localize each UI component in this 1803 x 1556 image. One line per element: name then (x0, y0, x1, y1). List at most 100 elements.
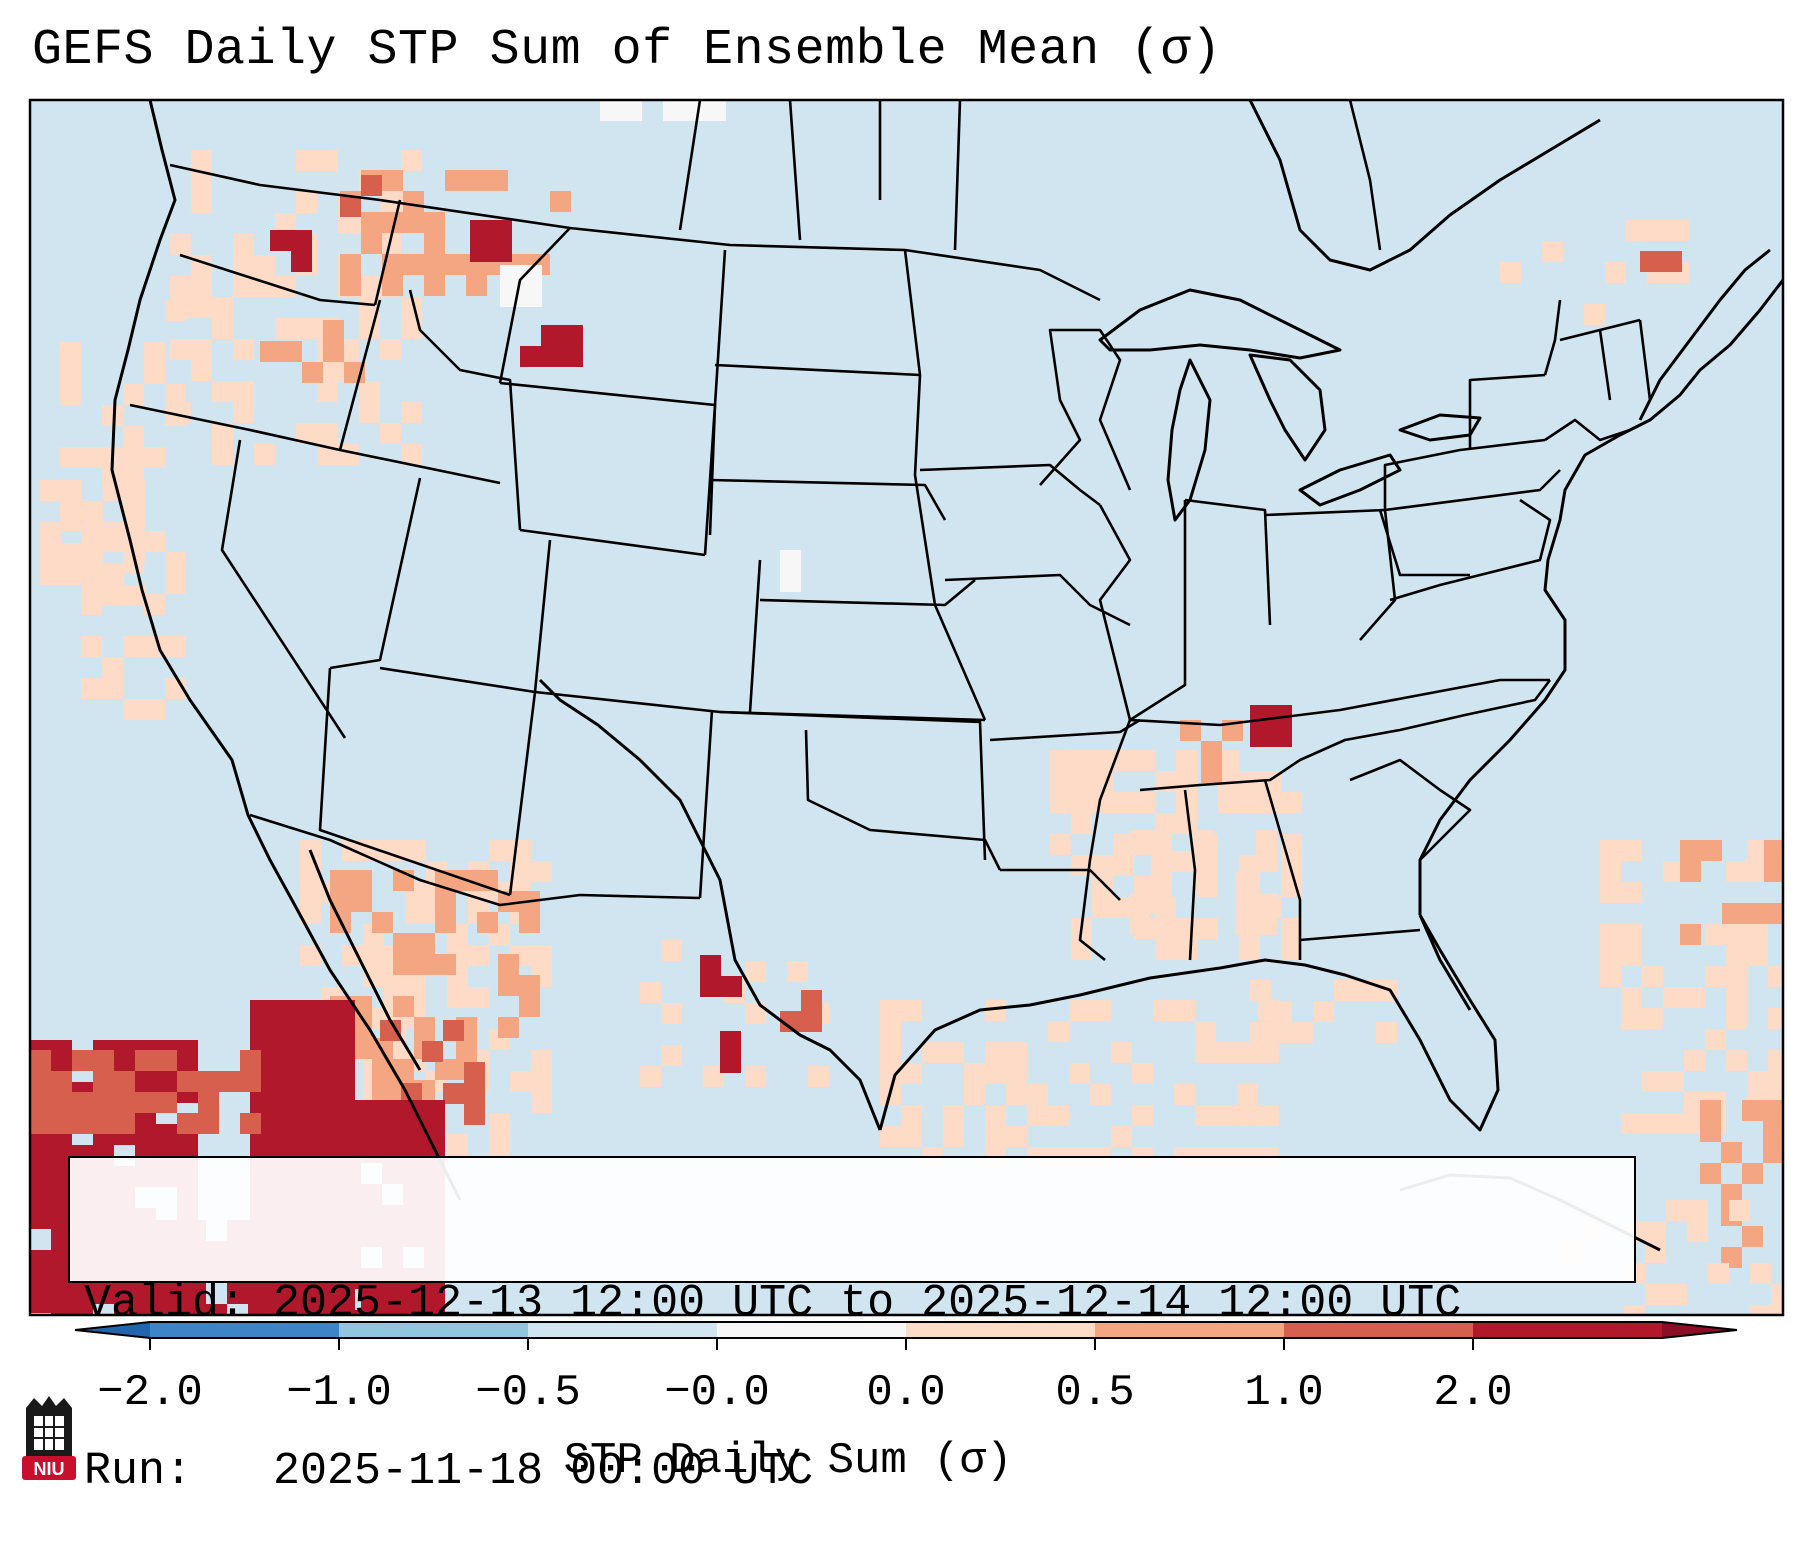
stp-cell (1442, 465, 1463, 486)
stp-cell (1742, 1226, 1763, 1247)
stp-cell (334, 1063, 355, 1084)
stp-cell (271, 1084, 292, 1105)
stp-cell (1547, 465, 1568, 486)
stp-cell (72, 1050, 93, 1071)
stp-cell (562, 325, 583, 346)
stp-cell (1621, 987, 1642, 1008)
stp-cell (600, 100, 621, 121)
stp-cell (521, 265, 542, 286)
stp-cell (1505, 465, 1526, 486)
stp-cell (1700, 142, 1721, 163)
stp-cell (1749, 425, 1770, 446)
stp-cell (780, 1011, 801, 1032)
stp-cell (1584, 304, 1605, 325)
stp-cell (1729, 1200, 1750, 1221)
stp-cell (1250, 705, 1271, 726)
stp-cell (248, 1283, 269, 1304)
stp-cell (1770, 362, 1783, 383)
stp-cell (1281, 939, 1302, 960)
stp-cell (1048, 1105, 1069, 1126)
stp-cell (1306, 458, 1327, 479)
colorbar-tick-label: −0.5 (475, 1368, 581, 1418)
stp-cell (240, 1113, 261, 1134)
stp-cell (30, 1166, 51, 1187)
stp-cell (964, 1084, 985, 1105)
stp-cell (1663, 861, 1684, 882)
stp-cell (470, 220, 491, 241)
stp-cell (191, 171, 212, 192)
stp-cell (1140, 290, 1161, 311)
stp-cell (1442, 528, 1463, 549)
stp-cell (414, 954, 435, 975)
stp-cell (1542, 241, 1563, 262)
stp-cell (123, 636, 144, 657)
stp-cell (1327, 353, 1348, 374)
stp-cell (1243, 416, 1264, 437)
colorbar-bin (1095, 1322, 1285, 1338)
stp-cell (1006, 1126, 1027, 1147)
stp-cell (1250, 726, 1271, 747)
stp-cell (1155, 813, 1176, 834)
stp-cell (1705, 1029, 1726, 1050)
stp-cell (296, 318, 317, 339)
stp-cell (165, 636, 186, 657)
stp-cell (1176, 750, 1197, 771)
stp-cell (1721, 1142, 1742, 1163)
stp-cell (191, 150, 212, 171)
stp-cell (1771, 1284, 1783, 1305)
stp-cell (1421, 507, 1442, 528)
stp-cell (340, 1121, 361, 1142)
stp-cell (271, 1105, 292, 1126)
stp-cell (1281, 918, 1302, 939)
stp-cell (663, 100, 684, 121)
stp-cell (60, 384, 81, 405)
stp-cell (260, 341, 281, 362)
stp-cell (1728, 383, 1749, 404)
stp-cell (1721, 1184, 1742, 1205)
stp-cell (720, 1052, 741, 1073)
stp-cell (363, 945, 384, 966)
stp-cell (1721, 142, 1742, 163)
stp-cell (1130, 914, 1151, 935)
stp-cell (156, 1124, 177, 1145)
stp-cell (165, 573, 186, 594)
stp-cell (985, 1042, 1006, 1063)
stp-cell (1726, 945, 1747, 966)
stp-cell (30, 1113, 51, 1134)
stp-cell (323, 341, 344, 362)
stp-cell (1090, 1084, 1111, 1105)
stp-cell (122, 1283, 143, 1304)
stp-cell (880, 1126, 901, 1147)
stp-cell (144, 363, 165, 384)
stp-cell (1132, 1105, 1153, 1126)
stp-cell (51, 1092, 72, 1113)
lake-erie (1298, 453, 1402, 507)
stp-cell (464, 1104, 485, 1125)
stp-cell (661, 1045, 682, 1066)
stp-cell (102, 468, 123, 489)
stp-cell (403, 254, 424, 275)
stp-cell (1621, 1113, 1642, 1134)
stp-cell (1201, 741, 1222, 762)
stp-cell (1505, 528, 1526, 549)
stp-cell (144, 447, 165, 468)
stp-cell (1500, 262, 1521, 283)
stp-cell (30, 1050, 51, 1071)
stp-cell (334, 1294, 355, 1315)
us-canada-border (169, 163, 1101, 302)
map-title: GEFS Daily STP Sum of Ensemble Mean (σ) (32, 22, 1222, 79)
stp-cell (1111, 1126, 1132, 1147)
stp-cell (1742, 1100, 1763, 1121)
stp-cell (198, 1071, 219, 1092)
stp-cell (1442, 507, 1463, 528)
stp-cell (1193, 872, 1214, 893)
stp-cell (498, 975, 519, 996)
stp-cell (291, 251, 312, 272)
stp-cell (382, 1289, 403, 1310)
lake-superior (1098, 288, 1342, 360)
stp-cell (1768, 966, 1783, 987)
stp-cell (1621, 882, 1642, 903)
run-value: 2025-11-18 00:00 UTC (273, 1446, 814, 1497)
state-boundaries (129, 100, 1652, 962)
stp-cell (1218, 792, 1239, 813)
